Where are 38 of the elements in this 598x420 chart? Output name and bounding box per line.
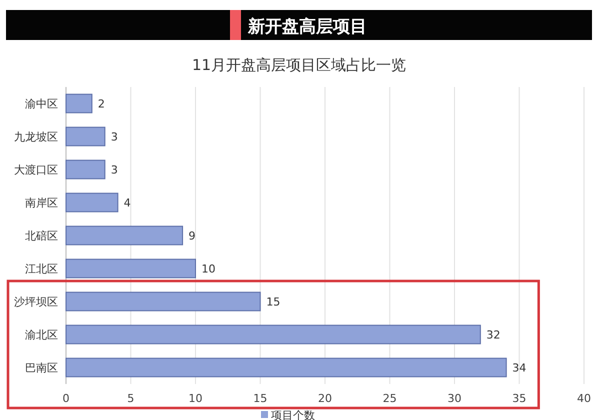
x-tick-label: 35	[512, 392, 526, 405]
data-label: 10	[202, 262, 216, 276]
bar	[66, 324, 481, 344]
bar	[66, 192, 118, 212]
x-tick-label: 15	[253, 392, 268, 405]
x-tick-label: 25	[382, 392, 397, 405]
bar	[66, 292, 261, 312]
y-tick-label: 北碚区	[25, 230, 58, 242]
x-tick-label: 10	[188, 392, 202, 405]
chart-title: 新开盘高层项目	[247, 17, 367, 37]
x-tick-label: 20	[318, 392, 332, 405]
y-tick-label: 南岸区	[25, 196, 58, 210]
bar	[66, 258, 196, 278]
x-tick-label: 0	[62, 392, 70, 405]
x-tick-label: 5	[127, 392, 134, 405]
y-tick-label: 巴南区	[25, 362, 58, 374]
data-label: 4	[124, 196, 131, 210]
bar	[66, 160, 106, 180]
y-tick-label: 九龙坡区	[14, 130, 58, 144]
bar	[66, 226, 184, 246]
y-tick-label: 渝北区	[25, 328, 58, 342]
bar	[66, 94, 92, 114]
data-label: 9	[188, 230, 196, 242]
data-label: 32	[486, 328, 500, 342]
y-tick-label: 渝中区	[25, 98, 58, 110]
y-tick-label: 沙坪坝区	[14, 296, 58, 308]
bar	[66, 126, 106, 146]
data-label: 3	[110, 164, 118, 176]
y-tick-label: 大渡口区	[14, 164, 58, 176]
data-label: 15	[266, 296, 280, 308]
data-label: 34	[512, 362, 526, 374]
x-tick-label: 30	[448, 392, 462, 405]
data-label: 3	[110, 130, 118, 144]
y-tick-label: 江北区	[25, 262, 58, 276]
chart-subtitle: 11月开盘高层项目区域占比一览	[192, 56, 406, 74]
bar	[66, 358, 507, 378]
x-tick-label: 40	[577, 392, 591, 405]
data-label: 2	[98, 98, 105, 110]
